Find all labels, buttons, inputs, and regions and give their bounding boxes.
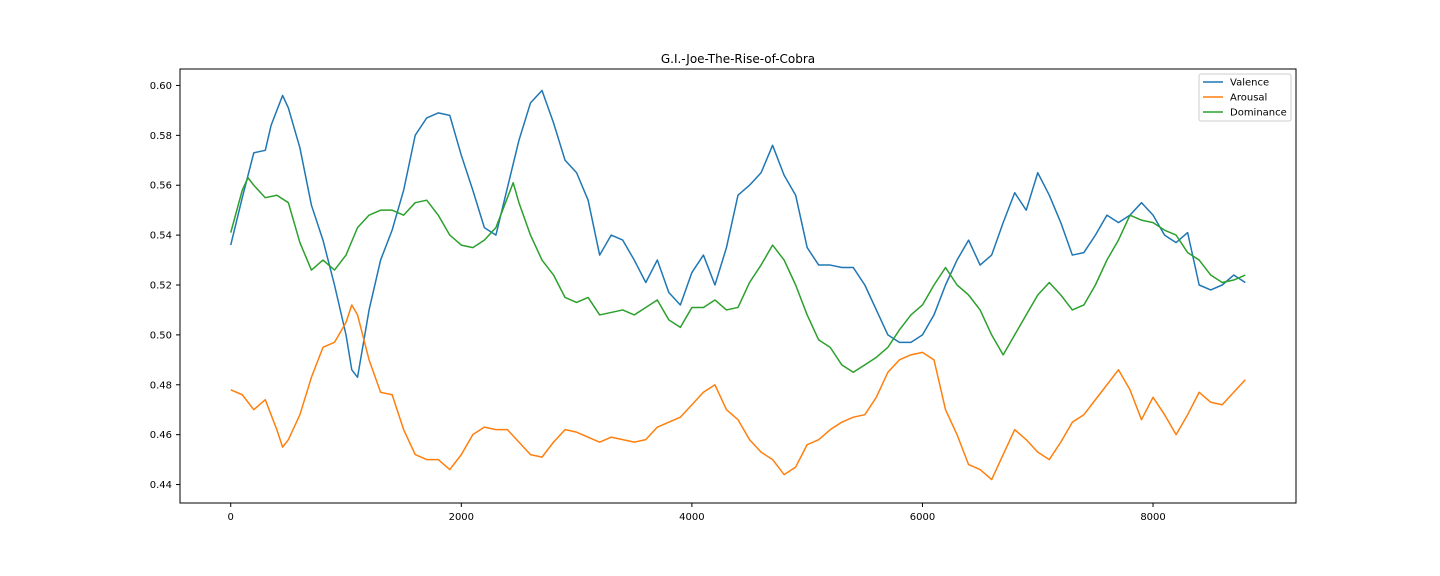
legend-label-dominance: Dominance xyxy=(1230,108,1287,119)
series-line-dominance xyxy=(230,177,1246,374)
x-axis: 0 2000 4000 6000 8000 xyxy=(228,503,1166,523)
x-tick-label: 4000 xyxy=(679,512,704,523)
legend: Valence Arousal Dominance xyxy=(1198,73,1292,122)
y-tick-label: 0.60 xyxy=(150,81,172,92)
y-tick-label: 0.44 xyxy=(150,480,172,491)
series-line-valence xyxy=(230,89,1246,379)
y-tick-label: 0.58 xyxy=(150,131,172,142)
y-tick-label: 0.50 xyxy=(150,330,172,341)
x-tick-label: 8000 xyxy=(1140,512,1165,523)
y-tick-label: 0.54 xyxy=(150,231,172,242)
y-tick-label: 0.56 xyxy=(150,181,172,192)
y-axis: 0.44 0.46 0.48 0.50 0.52 0.54 0.56 0.58 0.60 xyxy=(150,81,180,491)
chart-title: G.I.-Joe-The-Rise-of-Cobra xyxy=(661,52,815,66)
axes-frame xyxy=(179,68,1297,504)
y-tick-label: 0.48 xyxy=(150,380,172,391)
legend-label-arousal: Arousal xyxy=(1230,93,1267,104)
x-tick-label: 2000 xyxy=(449,512,474,523)
x-tick-label: 6000 xyxy=(910,512,935,523)
legend-label-valence: Valence xyxy=(1230,78,1269,89)
series-line-arousal xyxy=(230,304,1246,481)
plot-lines xyxy=(230,89,1246,481)
legend-box xyxy=(1198,73,1292,122)
x-tick-label: 0 xyxy=(228,512,234,523)
y-tick-label: 0.46 xyxy=(150,430,172,441)
y-tick-label: 0.52 xyxy=(150,281,172,292)
